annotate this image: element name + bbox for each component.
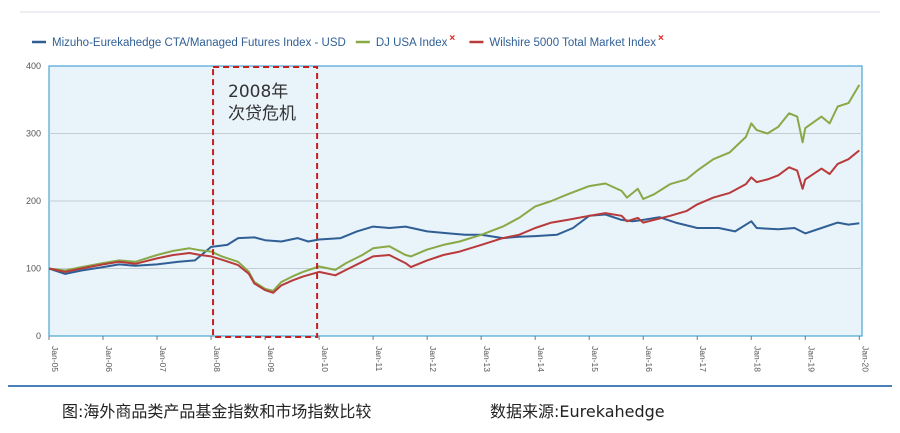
series-line-1 [48,84,861,292]
x-tick-label: Jan-08 [212,346,222,372]
gridlines [49,133,862,269]
legend-label: Mizuho-Eurekahedge CTA/Managed Futures I… [52,37,346,49]
x-tick-label: Jan-18 [752,346,762,372]
x-tick-label: Jan-10 [320,346,330,372]
crisis-highlight-box [212,66,319,338]
series-layer [48,84,861,294]
x-tick-label: Jan-14 [536,346,546,372]
y-tick-label: 200 [26,196,41,206]
series-line-0 [48,213,860,275]
x-tick-label: Jan-15 [590,346,600,372]
x-tick-label: Jan-13 [482,346,492,372]
x-tick-label: Jan-19 [806,346,816,372]
x-tick-label: Jan-05 [50,346,60,372]
line-chart: Mizuho-Eurekahedge CTA/Managed Futures I… [8,11,892,387]
y-tick-label: 400 [26,61,41,71]
y-tick-label: 100 [26,264,41,274]
legend: Mizuho-Eurekahedge CTA/Managed Futures I… [32,33,664,49]
annotation-label: 次贷危机 [228,104,296,124]
legend-label: DJ USA Index [376,37,448,49]
source-caption: 数据来源:Eurekahedge [490,402,665,421]
x-tick-label: Jan-06 [104,346,114,372]
x-tick-label: Jan-17 [698,346,708,372]
x-axis: Jan-05 Jan-06 Jan-07 Jan-08 Jan-09 Jan-10 Jan-… [48,336,870,372]
x-tick-label: Jan-12 [428,346,438,372]
legend-remove-icon[interactable]: × [449,33,455,44]
x-tick-label: Jan-20 [860,346,870,372]
figure-caption: 图:海外商品类产品基金指数和市场指数比较 [62,402,372,421]
legend-remove-icon[interactable]: × [658,33,664,44]
y-tick-label: 0 [36,331,41,341]
legend-label: Wilshire 5000 Total Market Index [489,37,656,49]
x-tick-label: Jan-11 [374,346,384,372]
series-line-2 [48,149,860,294]
x-tick-label: Jan-09 [266,346,276,372]
y-axis: 0 100 200 300 400 [26,61,41,341]
x-tick-label: Jan-07 [158,346,168,372]
x-tick-label: Jan-16 [644,346,654,372]
y-tick-label: 300 [26,129,41,139]
annotation-year: 2008年 [228,82,288,102]
